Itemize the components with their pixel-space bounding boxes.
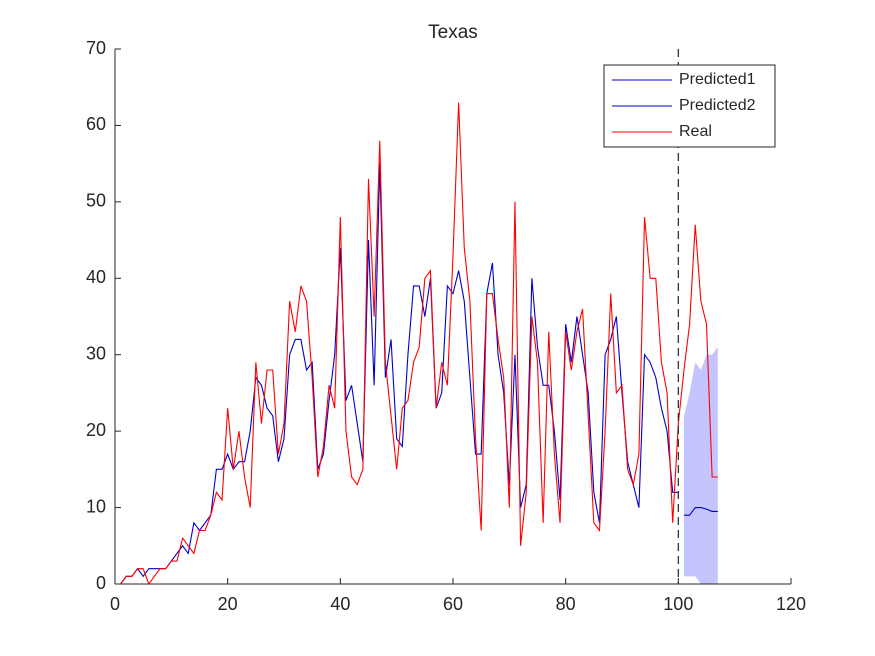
y-tick-label: 0: [96, 573, 106, 593]
y-tick-label: 60: [86, 114, 106, 134]
y-tick-label: 30: [86, 343, 106, 363]
legend-label: Predicted2: [679, 97, 756, 114]
legend-label: Real: [679, 123, 712, 140]
x-tick-label: 100: [663, 594, 693, 614]
y-tick-label: 70: [86, 38, 106, 58]
legend-label: Predicted1: [679, 71, 756, 88]
x-tick-label: 120: [776, 594, 806, 614]
y-tick-label: 20: [86, 420, 106, 440]
y-tick-label: 50: [86, 191, 106, 211]
x-tick-label: 20: [218, 594, 238, 614]
y-tick-label: 40: [86, 267, 106, 287]
chart-title: Texas: [428, 22, 478, 43]
x-tick-label: 60: [443, 594, 463, 614]
series-line: [120, 102, 718, 586]
series-line: [683, 507, 718, 516]
x-tick-label: 80: [556, 594, 576, 614]
y-tick-label: 10: [86, 496, 106, 516]
x-tick-label: 40: [330, 594, 350, 614]
x-tick-label: 0: [110, 594, 120, 614]
